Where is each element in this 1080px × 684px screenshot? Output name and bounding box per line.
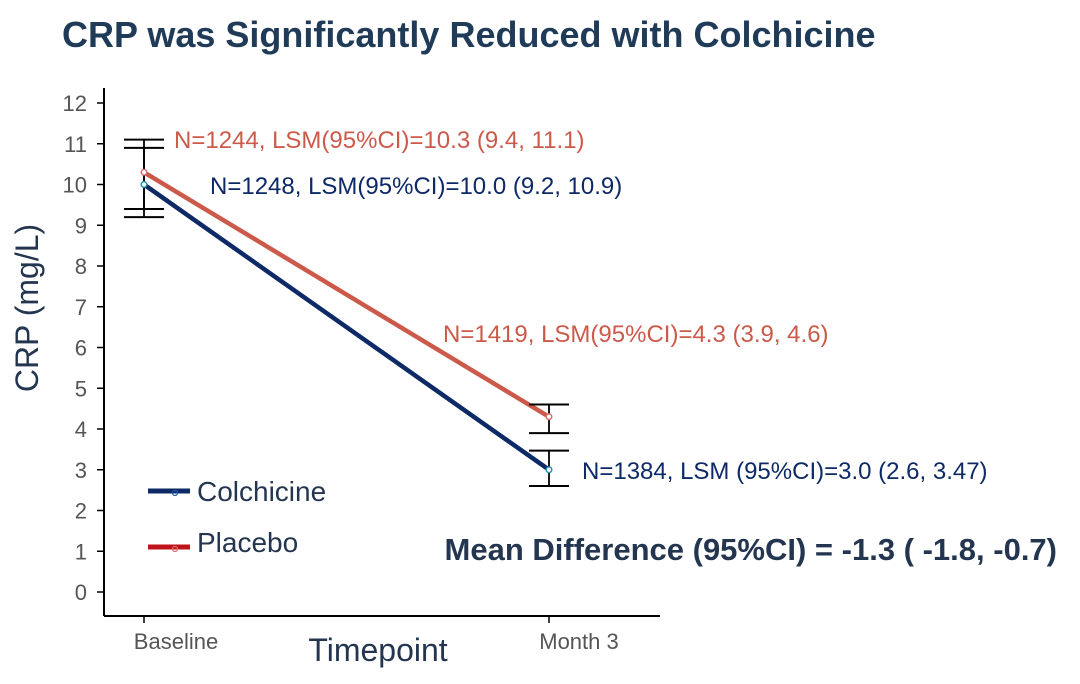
data-point-placebo (545, 413, 553, 421)
data-point-colchicine (140, 180, 148, 188)
chart-title: CRP was Significantly Reduced with Colch… (62, 14, 876, 55)
y-tick-label: 6 (75, 336, 87, 361)
y-tick-label: 0 (75, 580, 87, 605)
legend-marker-placebo (171, 545, 179, 553)
y-tick-label: 5 (75, 376, 87, 401)
y-tick-label: 10 (63, 173, 87, 198)
y-tick-label: 4 (75, 417, 87, 442)
data-points (140, 168, 553, 474)
y-tick-label: 2 (75, 499, 87, 524)
error-bars (124, 138, 569, 488)
annotation-placebo-baseline: N=1244, LSM(95%CI)=10.3 (9.4, 11.1) (174, 127, 584, 154)
y-tick-label: 11 (64, 132, 87, 157)
series-lines (141, 170, 552, 472)
series-line-colchicine (141, 182, 552, 472)
y-tick-label: 12 (63, 91, 87, 116)
y-tick-label: 9 (75, 213, 87, 238)
legend-label-colchicine: Colchicine (197, 476, 326, 507)
x-tick-label: Month 3 (539, 629, 619, 654)
x-axis-title: Timepoint (308, 632, 447, 668)
y-tick-label: 7 (75, 295, 87, 320)
annotation-colchicine-baseline: N=1248, LSM(95%CI)=10.0 (9.2, 10.9) (210, 173, 622, 200)
mean-difference-label: Mean Difference (95%CI) = -1.3 ( -1.8, -… (445, 532, 1057, 567)
legend-label-placebo: Placebo (197, 527, 298, 558)
y-tick-label: 1 (75, 539, 87, 564)
series-line-placebo (141, 170, 552, 420)
legend: Colchicine Placebo (148, 476, 326, 558)
x-axis-ticks: Baseline Month 3 (134, 616, 619, 654)
annotation-colchicine-month3: N=1384, LSM (95%CI)=3.0 (2.6, 3.47) (582, 458, 988, 485)
annotation-placebo-month3: N=1419, LSM(95%CI)=4.3 (3.9, 4.6) (443, 321, 829, 348)
y-tick-label: 8 (75, 254, 87, 279)
x-tick-label: Baseline (134, 629, 218, 654)
y-axis-title: CRP (mg/L) (9, 224, 45, 392)
data-point-colchicine (545, 466, 553, 474)
y-tick-label: 3 (75, 458, 87, 483)
legend-marker-colchicine (171, 489, 179, 497)
data-point-placebo (140, 168, 148, 176)
